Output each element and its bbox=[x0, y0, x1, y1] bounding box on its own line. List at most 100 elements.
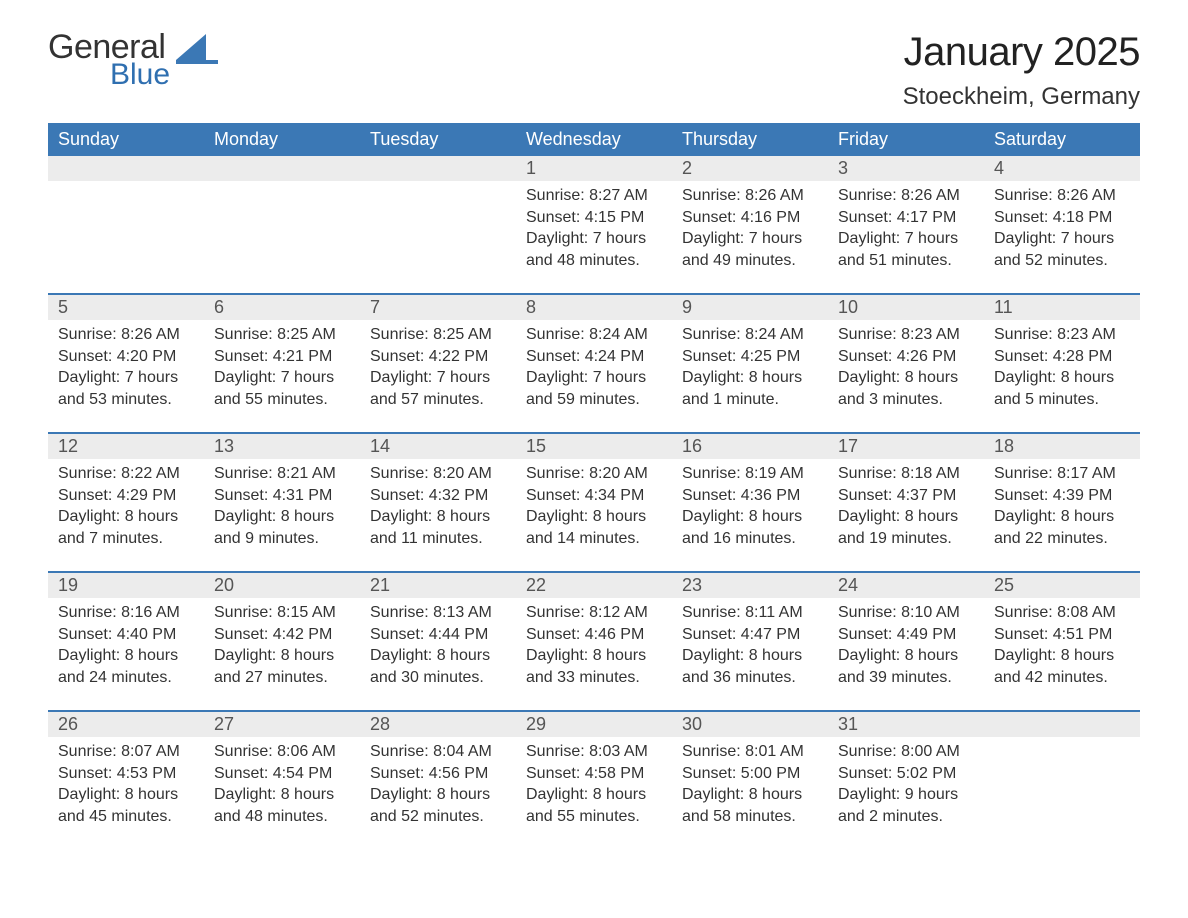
day-cell-line: and 11 minutes. bbox=[370, 528, 506, 550]
weekday-header-row: Sunday Monday Tuesday Wednesday Thursday… bbox=[48, 123, 1140, 156]
week-block: 1234Sunrise: 8:27 AMSunset: 4:15 PMDayli… bbox=[48, 156, 1140, 289]
day-cell-line: Sunrise: 8:07 AM bbox=[58, 741, 194, 763]
day-cell-line: and 16 minutes. bbox=[682, 528, 818, 550]
day-number: 1 bbox=[516, 156, 672, 181]
day-cell: Sunrise: 8:23 AMSunset: 4:28 PMDaylight:… bbox=[984, 320, 1140, 428]
day-cell-line: Sunrise: 8:25 AM bbox=[370, 324, 506, 346]
day-cell-line: and 48 minutes. bbox=[214, 806, 350, 828]
day-cell-line: Daylight: 8 hours bbox=[58, 506, 194, 528]
header: General Blue January 2025 Stoeckheim, Ge… bbox=[48, 30, 1140, 111]
day-cell-line: and 14 minutes. bbox=[526, 528, 662, 550]
day-cell-line: Sunrise: 8:20 AM bbox=[526, 463, 662, 485]
day-cell-line: Daylight: 7 hours bbox=[214, 367, 350, 389]
day-cell-line: Sunset: 4:21 PM bbox=[214, 346, 350, 368]
daynum-row: 262728293031 bbox=[48, 712, 1140, 737]
day-cell-line: and 51 minutes. bbox=[838, 250, 974, 272]
weekday-tuesday: Tuesday bbox=[360, 123, 516, 156]
day-cell: Sunrise: 8:12 AMSunset: 4:46 PMDaylight:… bbox=[516, 598, 672, 706]
day-cell bbox=[48, 181, 204, 289]
day-cell-line: Sunrise: 8:17 AM bbox=[994, 463, 1130, 485]
day-cell-line: Daylight: 8 hours bbox=[214, 506, 350, 528]
day-cell-line: Sunset: 4:53 PM bbox=[58, 763, 194, 785]
detail-row: Sunrise: 8:07 AMSunset: 4:53 PM Daylight:… bbox=[48, 737, 1140, 845]
day-cell-line: and 5 minutes. bbox=[994, 389, 1130, 411]
day-cell: Sunrise: 8:24 AMSunset: 4:24 PMDaylight:… bbox=[516, 320, 672, 428]
day-cell-line: and 53 minutes. bbox=[58, 389, 194, 411]
day-cell-line: Sunrise: 8:24 AM bbox=[682, 324, 818, 346]
day-number: 14 bbox=[360, 434, 516, 459]
detail-row: Sunrise: 8:16 AMSunset: 4:40 PMDaylight:… bbox=[48, 598, 1140, 706]
day-cell-line: and 24 minutes. bbox=[58, 667, 194, 689]
day-cell-line: and 52 minutes. bbox=[370, 806, 506, 828]
week-block: 262728293031Sunrise: 8:07 AMSunset: 4:53… bbox=[48, 712, 1140, 845]
day-cell-line: Sunset: 4:20 PM bbox=[58, 346, 194, 368]
day-cell-line: Sunrise: 8:13 AM bbox=[370, 602, 506, 624]
week-block: 12131415161718Sunrise: 8:22 AMSunset: 4:… bbox=[48, 434, 1140, 567]
day-cell-line: Daylight: 8 hours bbox=[526, 506, 662, 528]
detail-row: Sunrise: 8:27 AMSunset: 4:15 PMDaylight:… bbox=[48, 181, 1140, 289]
day-cell-line: Sunrise: 8:11 AM bbox=[682, 602, 818, 624]
day-number: 8 bbox=[516, 295, 672, 320]
day-cell-line: Sunset: 4:51 PM bbox=[994, 624, 1130, 646]
day-number: 23 bbox=[672, 573, 828, 598]
logo-word-blue: Blue bbox=[110, 60, 170, 90]
day-cell: Sunrise: 8:00 AMSunset: 5:02 PMDaylight:… bbox=[828, 737, 984, 845]
day-cell-line: Sunset: 4:32 PM bbox=[370, 485, 506, 507]
calendar: Sunday Monday Tuesday Wednesday Thursday… bbox=[48, 123, 1140, 845]
day-number: 25 bbox=[984, 573, 1140, 598]
day-cell-line: Sunrise: 8:22 AM bbox=[58, 463, 194, 485]
day-cell-line: Sunset: 4:18 PM bbox=[994, 207, 1130, 229]
day-cell-line: Daylight: 8 hours bbox=[682, 506, 818, 528]
day-cell: Sunrise: 8:17 AMSunset: 4:39 PMDaylight:… bbox=[984, 459, 1140, 567]
day-cell-line: and 7 minutes. bbox=[58, 528, 194, 550]
day-cell-line: Sunset: 4:46 PM bbox=[526, 624, 662, 646]
day-cell-line: Daylight: 8 hours bbox=[526, 784, 662, 806]
day-cell-line: Daylight: 8 hours bbox=[682, 645, 818, 667]
day-cell-line: Daylight: 7 hours bbox=[526, 228, 662, 250]
day-cell-line: Daylight: 8 hours bbox=[994, 645, 1130, 667]
detail-row: Sunrise: 8:26 AMSunset: 4:20 PMDaylight:… bbox=[48, 320, 1140, 428]
weekday-wednesday: Wednesday bbox=[516, 123, 672, 156]
day-cell-line: Sunset: 4:16 PM bbox=[682, 207, 818, 229]
day-cell-line: Sunrise: 8:15 AM bbox=[214, 602, 350, 624]
day-cell-line: Sunset: 4:37 PM bbox=[838, 485, 974, 507]
day-cell: Sunrise: 8:20 AMSunset: 4:32 PMDaylight:… bbox=[360, 459, 516, 567]
day-cell: Sunrise: 8:22 AMSunset: 4:29 PMDaylight:… bbox=[48, 459, 204, 567]
day-cell: Sunrise: 8:23 AMSunset: 4:26 PMDaylight:… bbox=[828, 320, 984, 428]
day-cell: Sunrise: 8:26 AMSunset: 4:16 PMDaylight:… bbox=[672, 181, 828, 289]
day-cell-line: Sunrise: 8:10 AM bbox=[838, 602, 974, 624]
weekday-sunday: Sunday bbox=[48, 123, 204, 156]
daynum-row: 1234 bbox=[48, 156, 1140, 181]
day-cell-line: Daylight: 8 hours bbox=[994, 506, 1130, 528]
day-number: 20 bbox=[204, 573, 360, 598]
day-cell-line: Daylight: 8 hours bbox=[58, 645, 194, 667]
day-number: 2 bbox=[672, 156, 828, 181]
day-cell-line: Sunrise: 8:12 AM bbox=[526, 602, 662, 624]
detail-row: Sunrise: 8:22 AMSunset: 4:29 PMDaylight:… bbox=[48, 459, 1140, 567]
day-cell-line: Sunrise: 8:01 AM bbox=[682, 741, 818, 763]
day-cell-line: Sunset: 4:25 PM bbox=[682, 346, 818, 368]
location: Stoeckheim, Germany bbox=[903, 83, 1140, 111]
day-cell-line: Sunset: 4:28 PM bbox=[994, 346, 1130, 368]
day-number bbox=[204, 156, 360, 181]
day-cell-line: and 45 minutes. bbox=[58, 806, 194, 828]
day-cell-line: Daylight: 7 hours bbox=[526, 367, 662, 389]
day-cell-line: Daylight: 8 hours bbox=[838, 506, 974, 528]
day-cell-line: Sunset: 4:42 PM bbox=[214, 624, 350, 646]
day-cell-line: Sunset: 4:29 PM bbox=[58, 485, 194, 507]
day-number: 11 bbox=[984, 295, 1140, 320]
day-number bbox=[48, 156, 204, 181]
month-title: January 2025 bbox=[903, 30, 1140, 75]
day-number: 5 bbox=[48, 295, 204, 320]
day-cell-line: Daylight: 8 hours bbox=[526, 645, 662, 667]
day-cell-line: Daylight: 7 hours bbox=[838, 228, 974, 250]
day-cell-line: Daylight: 7 hours bbox=[58, 367, 194, 389]
day-cell-line: Daylight: 7 hours bbox=[370, 367, 506, 389]
day-cell-line: and 22 minutes. bbox=[994, 528, 1130, 550]
day-number: 19 bbox=[48, 573, 204, 598]
day-cell bbox=[360, 181, 516, 289]
day-cell-line: Daylight: 8 hours bbox=[370, 506, 506, 528]
day-cell: Sunrise: 8:21 AMSunset: 4:31 PMDaylight:… bbox=[204, 459, 360, 567]
day-cell-line: Sunset: 4:49 PM bbox=[838, 624, 974, 646]
day-cell: Sunrise: 8:08 AMSunset: 4:51 PMDaylight:… bbox=[984, 598, 1140, 706]
